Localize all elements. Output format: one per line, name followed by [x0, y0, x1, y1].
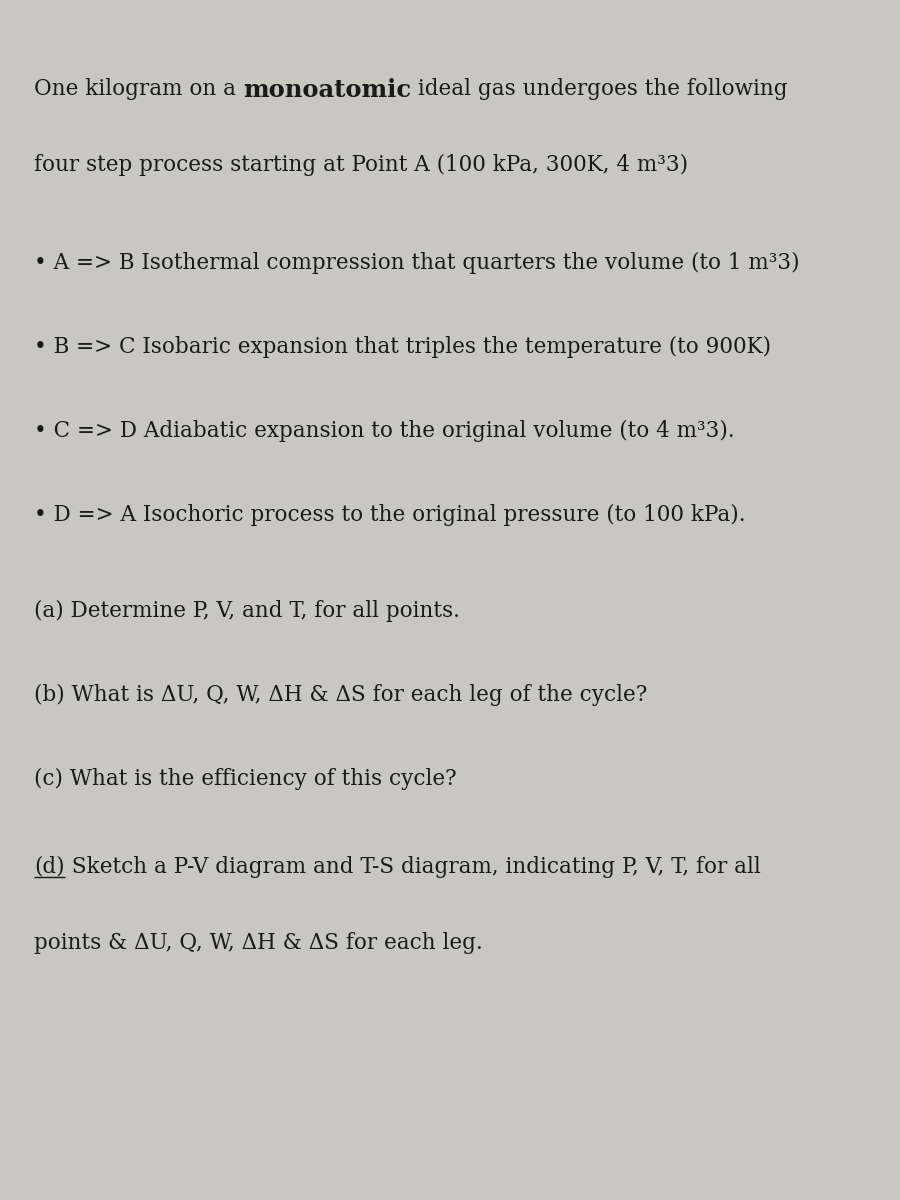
Text: (b) What is ΔU, Q, W, ΔH & ΔS for each leg of the cycle?: (b) What is ΔU, Q, W, ΔH & ΔS for each l… [34, 684, 647, 706]
Text: monoatomic: monoatomic [243, 78, 411, 102]
Text: (c) What is the efficiency of this cycle?: (c) What is the efficiency of this cycle… [34, 768, 457, 790]
Text: • C => D Adiabatic expansion to the original volume (to 4 m³3).: • C => D Adiabatic expansion to the orig… [34, 420, 734, 442]
Text: • B => C Isobaric expansion that triples the temperature (to 900K): • B => C Isobaric expansion that triples… [34, 336, 771, 358]
Text: • D => A Isochoric process to the original pressure (to 100 kPa).: • D => A Isochoric process to the origin… [34, 504, 746, 526]
Text: (a) Determine P, V, and T, for all points.: (a) Determine P, V, and T, for all point… [34, 600, 460, 622]
Text: (d): (d) [34, 856, 65, 877]
Text: • A => B Isothermal compression that quarters the volume (to 1 m³3): • A => B Isothermal compression that qua… [34, 252, 800, 274]
Text: points & ΔU, Q, W, ΔH & ΔS for each leg.: points & ΔU, Q, W, ΔH & ΔS for each leg. [34, 932, 483, 954]
Text: ideal gas undergoes the following: ideal gas undergoes the following [411, 78, 788, 100]
Text: Sketch a P-V diagram and T-S diagram, indicating P, V, T, for all: Sketch a P-V diagram and T-S diagram, in… [65, 856, 760, 877]
Text: four step process starting at Point A (100 kPa, 300K, 4 m³3): four step process starting at Point A (1… [34, 154, 688, 175]
Text: One kilogram on a: One kilogram on a [34, 78, 243, 100]
